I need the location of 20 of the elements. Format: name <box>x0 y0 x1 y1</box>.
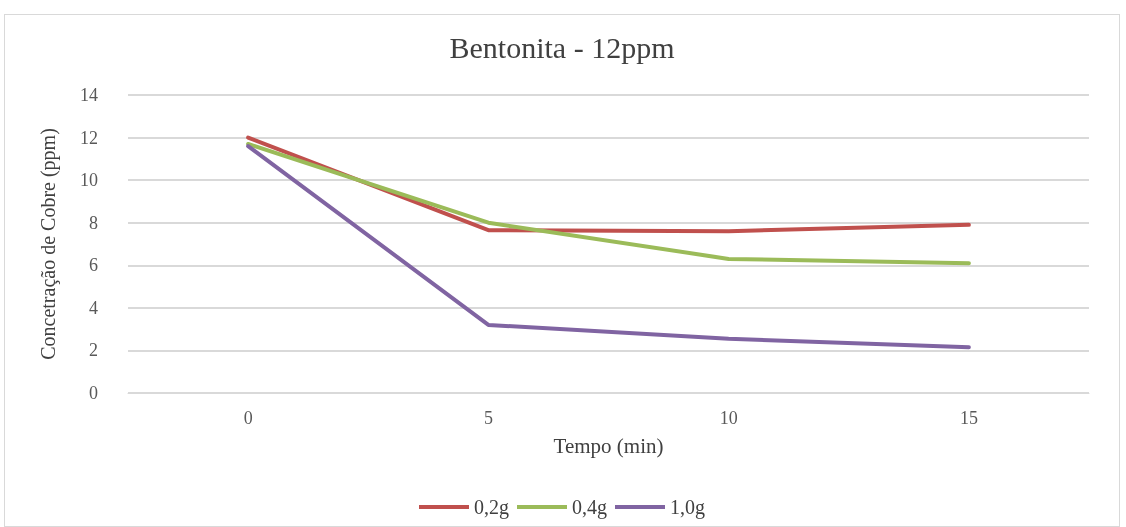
x-tick-label: 15 <box>959 408 978 428</box>
y-tick-label: 10 <box>80 170 98 191</box>
x-axis-title: Tempo (min) <box>553 433 664 458</box>
line-series <box>246 144 971 350</box>
y-tick-label: 14 <box>80 85 98 105</box>
legend-label: 1,0g <box>670 496 705 519</box>
y-tick-label: 12 <box>80 127 98 148</box>
y-tick-label: 2 <box>89 340 98 361</box>
y-axis-title: Concetração de Cobre (ppm) <box>37 128 60 360</box>
line-series <box>246 141 971 266</box>
x-tick-label: 0 <box>243 408 253 428</box>
y-tick-label: 8 <box>89 212 98 233</box>
legend-label: 0,2g <box>474 496 509 519</box>
x-tick-label: 10 <box>719 408 738 428</box>
y-tick-label: 6 <box>89 255 98 276</box>
x-tick-label: 5 <box>483 408 493 428</box>
chart-title: Bentonita - 12ppm <box>449 30 675 64</box>
y-tick-label: 0 <box>89 383 98 403</box>
legend-label: 0,4g <box>572 496 607 519</box>
y-tick-label: 4 <box>89 297 98 318</box>
